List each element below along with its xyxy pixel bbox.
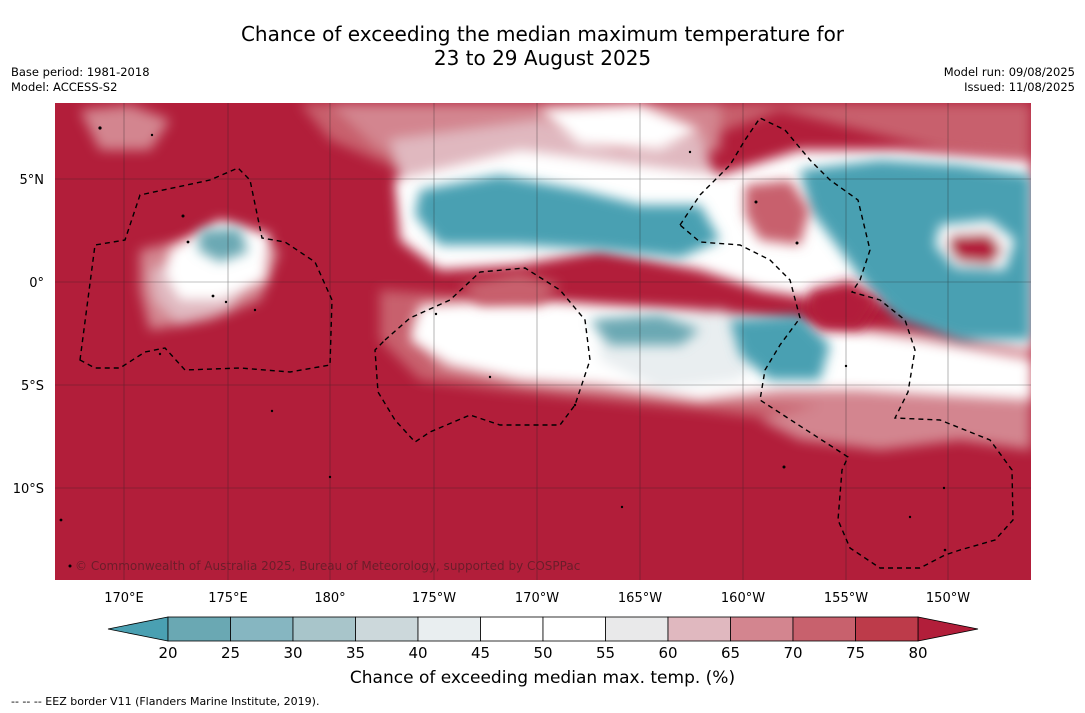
eez-legend-note: -- -- -- EEZ border V11 (Flanders Marine… [11,695,320,708]
base-period-text: Base period: 1981-2018 [11,65,150,79]
colorbar-cell [355,616,419,642]
colorbar-tick-label: 60 [658,644,677,662]
colorbar-cell [730,616,794,642]
colorbar-tick-label: 50 [533,644,552,662]
lon-tick-175e: 175°E [208,591,248,606]
colorbar: 20 25 30 35 40 45 50 55 60 65 70 75 80 [107,616,979,662]
lon-tick-165w: 165°W [618,591,662,606]
lat-tick-5s: 5°S [21,379,44,394]
lat-tick-10s: 10°S [13,482,44,497]
lon-tick-150w: 150°W [926,591,970,606]
blue-zones [198,160,1031,380]
map-field: © Commonwealth of Australia 2025, Bureau… [55,103,1031,580]
colorbar-label: Chance of exceeding median max. temp. (%… [349,668,736,688]
colorbar-over-arrow [917,616,979,642]
model-text: Model: ACCESS-S2 [11,80,118,94]
lon-tick-160w: 160°W [721,591,765,606]
meta-right: Model run: 09/08/2025 Issued: 11/08/2025 [944,65,1075,95]
lon-tick-180: 180° [314,591,345,606]
graticule [55,103,1031,580]
copyright-text: © Commonwealth of Australia 2025, Bureau… [75,559,580,573]
lon-tick-170w: 170°W [515,591,559,606]
colorbar-tick-label: 75 [846,644,865,662]
red-pockets [460,180,1015,330]
colorbar-cell [167,616,231,642]
colorbar-cell [480,616,544,642]
colorbar-cell [230,616,294,642]
colorbar-tick-label: 70 [783,644,802,662]
colorbar-cell [542,616,606,642]
lon-tick-170e: 170°E [104,591,144,606]
colorbar-tick-label: 80 [908,644,927,662]
colorbar-cell [855,616,919,642]
colorbar-cell [667,616,731,642]
colorbar-tick-label: 25 [221,644,240,662]
lat-tick-0: 0° [29,276,44,291]
colorbar-tick-label: 55 [596,644,615,662]
issued-text: Issued: 11/08/2025 [964,80,1075,94]
chart-title-line1: Chance of exceeding the median maximum t… [240,22,845,46]
colorbar-cell [292,616,356,642]
colorbar-cell [792,616,856,642]
colorbar-tick-label: 35 [346,644,365,662]
colorbar-tick-label: 40 [408,644,427,662]
lon-tick-155w: 155°W [824,591,868,606]
chart-title-line2: 23 to 29 August 2025 [433,46,652,70]
eez-borders [79,117,1014,569]
meta-left: Base period: 1981-2018 Model: ACCESS-S2 [11,65,150,95]
islands [59,126,947,568]
colorbar-tick-label: 45 [471,644,490,662]
colorbar-tick-label: 65 [721,644,740,662]
model-run-text: Model run: 09/08/2025 [943,65,1075,79]
colorbar-cell [605,616,669,642]
colorbar-tick-label: 30 [283,644,302,662]
lon-tick-175w: 175°W [412,591,456,606]
colorbar-cell [417,616,481,642]
lat-tick-5n: 5°N [20,173,45,188]
colorbar-under-arrow [107,616,169,642]
colorbar-tick-label: 20 [158,644,177,662]
